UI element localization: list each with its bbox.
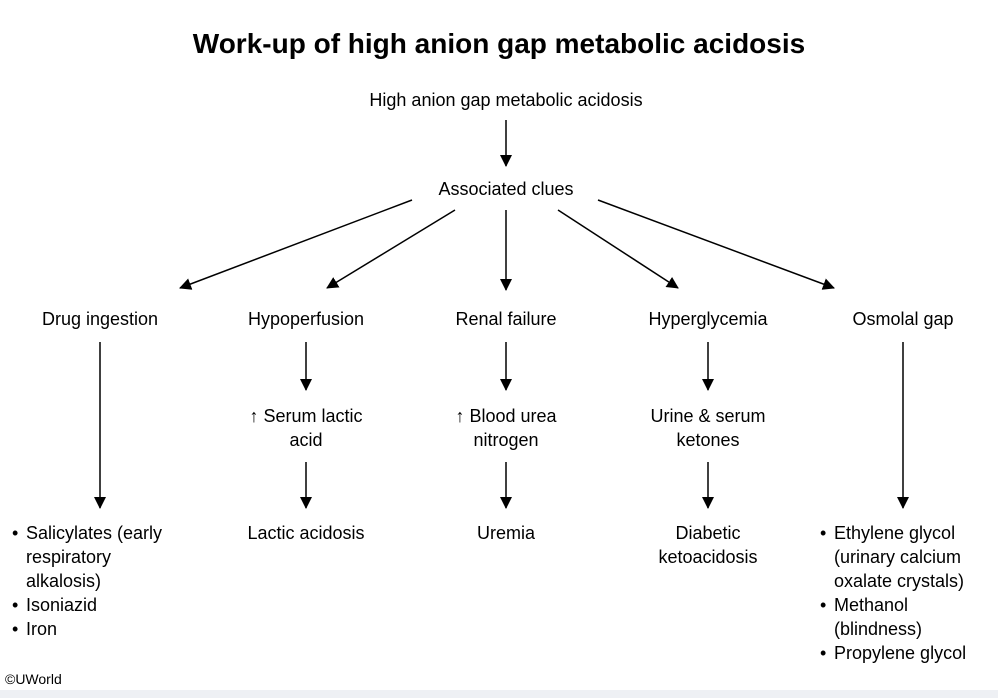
list-item: Methanol(blindness) — [820, 593, 966, 641]
diagnosis-diabetic-ketoacidosis: Diabetic ketoacidosis — [658, 523, 758, 567]
diagnosis-uremia: Uremia — [476, 523, 535, 543]
bottom-bar — [0, 690, 998, 698]
category-renal-failure: Renal failure — [455, 309, 557, 329]
diagram-title: Work-up of high anion gap metabolic acid… — [192, 28, 806, 59]
diagnosis-list-drug: Salicylates (earlyrespiratoryalkalosis) … — [12, 521, 162, 641]
diagnosis-lactic-acidosis: Lactic acidosis — [247, 523, 365, 543]
category-osmolal-gap: Osmolal gap — [852, 309, 954, 329]
finding-blood-urea-nitrogen: ↑ Blood urea nitrogen — [455, 406, 557, 450]
arrow-clues-to-hyper — [557, 209, 679, 289]
copyright-text: ©UWorld — [5, 671, 62, 687]
finding-urine-serum-ketones: Urine & serum ketones — [650, 406, 766, 450]
clues-node: Associated clues — [438, 179, 574, 199]
finding-serum-lactic-acid: ↑ Serum lactic acid — [249, 406, 363, 450]
arrow-clues-to-drug — [179, 199, 413, 290]
list-item: Iron — [12, 617, 162, 641]
category-hyperglycemia: Hyperglycemia — [648, 309, 768, 329]
category-drug-ingestion: Drug ingestion — [41, 309, 159, 329]
list-item: Propylene glycol — [820, 641, 966, 665]
arrow-clues-to-osmolal — [597, 199, 835, 290]
list-item: Isoniazid — [12, 593, 162, 617]
category-hypoperfusion: Hypoperfusion — [247, 309, 365, 329]
arrow-clues-to-hypo — [326, 209, 456, 289]
root-node: High anion gap metabolic acidosis — [369, 90, 643, 110]
